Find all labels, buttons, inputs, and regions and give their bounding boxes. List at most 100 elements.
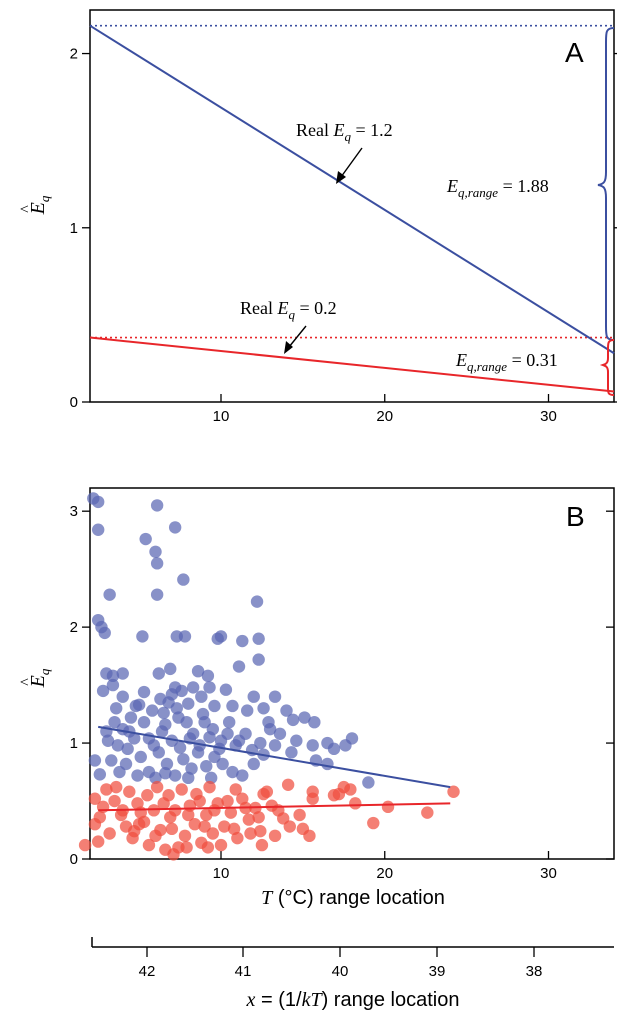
red-data-point bbox=[175, 783, 188, 796]
blue-data-point bbox=[327, 742, 341, 756]
panel-b-y-axis-label: Eq ^ bbox=[18, 668, 52, 688]
blue-data-point bbox=[175, 684, 188, 698]
red-data-point bbox=[281, 778, 295, 791]
blue-data-point bbox=[91, 495, 105, 509]
red-data-point bbox=[103, 827, 116, 840]
panel-a-y-axis-label: Eq ^ bbox=[18, 195, 52, 215]
panel-b-points bbox=[78, 492, 460, 861]
blue-data-point bbox=[280, 704, 293, 717]
red-data-point bbox=[244, 827, 257, 840]
blue-data-point bbox=[268, 739, 282, 752]
blue-data-point bbox=[150, 557, 164, 570]
blue-data-point bbox=[241, 704, 254, 717]
blue-data-point bbox=[108, 715, 121, 729]
blue-data-point bbox=[101, 734, 115, 747]
blue-data-point bbox=[106, 678, 120, 692]
blue-data-point bbox=[208, 699, 221, 713]
blue-data-point bbox=[306, 739, 319, 752]
blue-data-point bbox=[254, 736, 267, 750]
svg-text:^: ^ bbox=[18, 205, 35, 213]
red-data-point bbox=[303, 829, 316, 843]
blue-data-point bbox=[110, 702, 123, 715]
secondary-axis-tick-label: 41 bbox=[235, 963, 252, 980]
panel-b: 10 20 30 0 1 2 3 B Eq ^ T (°C) range location bbox=[18, 487, 615, 909]
panel-a: 10 20 30 0 1 2 A Eq ^ Real Eq = 1.2 Real Eq =… bbox=[18, 9, 617, 425]
blue-data-point bbox=[257, 702, 270, 715]
blue-data-point bbox=[137, 685, 151, 699]
panel-b-x-axis-label: T (°C) range location bbox=[261, 887, 445, 909]
red-data-point bbox=[257, 787, 270, 801]
red-data-point bbox=[221, 794, 234, 808]
blue-data-point bbox=[178, 630, 192, 643]
blue-data-point bbox=[136, 630, 149, 643]
blue-data-point bbox=[177, 573, 190, 586]
blue-data-point bbox=[165, 688, 179, 701]
red-data-point bbox=[255, 838, 269, 852]
panel-b-x-tick-label: 30 bbox=[540, 865, 557, 882]
red-data-point bbox=[367, 816, 380, 830]
red-data-point bbox=[78, 838, 92, 852]
red-data-point bbox=[168, 804, 182, 817]
blue-data-point bbox=[157, 706, 170, 720]
red-data-point bbox=[349, 797, 362, 810]
red-data-point bbox=[254, 824, 267, 838]
blue-data-point bbox=[285, 746, 298, 759]
red-data-point bbox=[208, 804, 221, 817]
blue-data-point bbox=[124, 711, 138, 724]
blue-data-point bbox=[134, 750, 147, 764]
blue-data-point bbox=[182, 771, 195, 785]
red-data-point bbox=[306, 785, 319, 798]
blue-data-point bbox=[186, 681, 200, 694]
red-data-point bbox=[381, 800, 395, 814]
annotation-real-eq-high: Real Eq = 1.2 bbox=[296, 120, 393, 144]
red-data-point bbox=[229, 783, 242, 796]
blue-data-point bbox=[362, 776, 375, 789]
red-data-point bbox=[188, 818, 201, 831]
red-data-point bbox=[203, 780, 216, 794]
blue-data-point bbox=[116, 667, 129, 680]
blue-series-line bbox=[89, 24, 615, 355]
blue-data-point bbox=[116, 690, 129, 703]
annotation-eq-range-low: Eq,range = 0.31 bbox=[455, 350, 558, 374]
red-data-point bbox=[128, 824, 141, 838]
panel-a-y-tick-label: 0 bbox=[70, 394, 78, 411]
red-data-point bbox=[165, 822, 179, 836]
blue-fit-line bbox=[98, 725, 451, 789]
red-data-point bbox=[293, 808, 306, 822]
blue-data-point bbox=[168, 521, 182, 534]
red-data-point bbox=[141, 789, 154, 802]
brace-range-low bbox=[599, 339, 615, 396]
panel-b-x-tick-label: 20 bbox=[376, 865, 393, 882]
red-data-point bbox=[142, 838, 156, 852]
arrow-real-eq-low bbox=[284, 325, 307, 354]
red-data-point bbox=[110, 780, 123, 794]
red-data-point bbox=[252, 811, 265, 824]
blue-data-point bbox=[173, 741, 187, 754]
red-data-point bbox=[218, 820, 231, 833]
panel-b-ticks: 10 20 30 0 1 2 3 bbox=[70, 503, 614, 882]
blue-data-point bbox=[298, 711, 311, 724]
blue-data-point bbox=[268, 690, 282, 703]
blue-data-point bbox=[100, 667, 113, 680]
blue-data-point bbox=[236, 634, 249, 648]
red-data-point bbox=[150, 780, 164, 794]
blue-data-point bbox=[226, 699, 239, 713]
panel-a-letter: A bbox=[565, 37, 584, 68]
red-fit-line bbox=[98, 802, 451, 812]
blue-data-point bbox=[226, 765, 239, 779]
red-data-point bbox=[344, 783, 357, 796]
blue-data-point bbox=[119, 757, 133, 771]
blue-data-point bbox=[159, 718, 172, 731]
blue-data-point bbox=[168, 769, 182, 782]
blue-data-point bbox=[137, 715, 151, 729]
blue-data-point bbox=[222, 715, 236, 729]
red-data-point bbox=[147, 804, 161, 817]
blue-data-point bbox=[159, 767, 172, 780]
blue-data-point bbox=[203, 681, 216, 694]
secondary-axis-tick-label: 38 bbox=[526, 963, 543, 980]
blue-data-point bbox=[172, 711, 185, 724]
blue-data-point bbox=[170, 702, 183, 715]
panel-b-letter: B bbox=[566, 501, 585, 532]
red-data-point bbox=[178, 829, 192, 843]
blue-data-point bbox=[193, 739, 206, 752]
